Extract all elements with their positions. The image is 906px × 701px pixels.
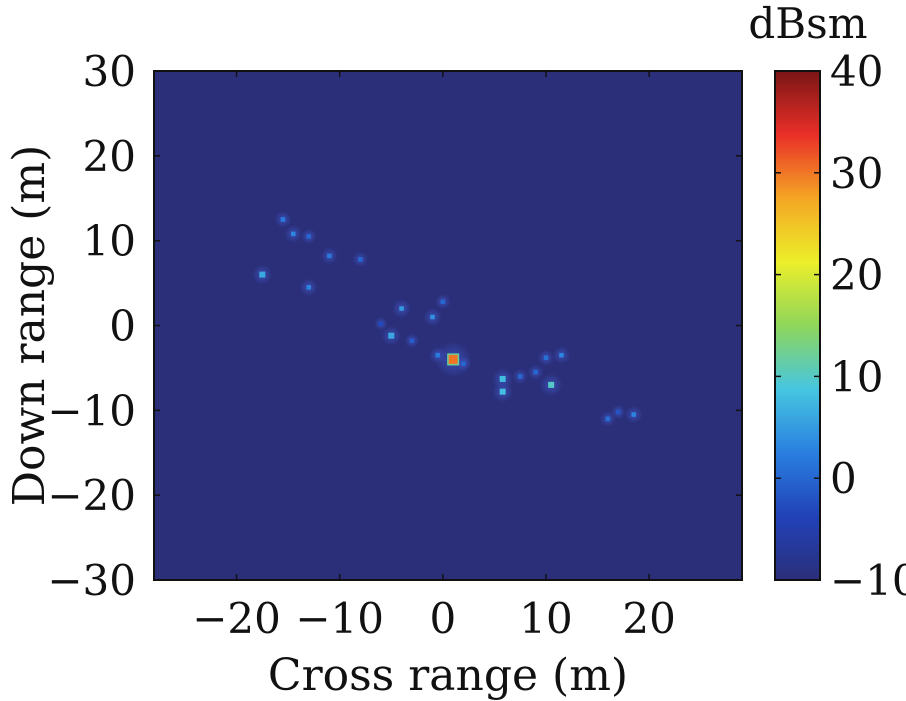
- y-tick-label: −10: [47, 386, 136, 435]
- y-tick-label: −30: [47, 556, 136, 605]
- scatterer-point: [499, 375, 506, 382]
- scatterer-point: [461, 361, 466, 366]
- y-tick-label: 20: [83, 132, 136, 181]
- scatterer-point: [409, 338, 415, 344]
- scatterer-point: [306, 285, 311, 290]
- colorbar-title: dBsm: [748, 0, 867, 48]
- x-axis: −20 −10 0 10 20: [192, 71, 676, 643]
- scatterer-point: [430, 314, 435, 320]
- scatterer-point: [327, 253, 332, 259]
- colorbar-tick-label: 40: [830, 47, 883, 96]
- scatterer-point: [615, 409, 621, 415]
- colorbar-tick-label: 30: [830, 149, 883, 198]
- y-tick-label: 10: [83, 217, 136, 266]
- scatterer-point: [440, 299, 446, 304]
- scatterer-point: [435, 352, 440, 358]
- scatterer-point: [499, 388, 506, 395]
- x-axis-label: Cross range (m): [268, 650, 628, 701]
- scatterer-point: [448, 354, 458, 364]
- colorbar-axis: −10 0 10 20 30 40: [775, 47, 906, 605]
- x-tick-label: −10: [295, 594, 384, 643]
- x-tick-label: 0: [429, 594, 456, 643]
- scatterer-point: [291, 231, 296, 237]
- scatterer-point: [358, 257, 363, 262]
- colorbar: [774, 70, 821, 581]
- scatterer-point: [388, 332, 395, 339]
- y-axis-label: Down range (m): [4, 145, 55, 507]
- scatterer-point: [399, 306, 404, 311]
- y-tick-label: 0: [109, 302, 136, 351]
- y-tick-label: 30: [83, 47, 136, 96]
- colorbar-tick-label: −10: [830, 556, 906, 605]
- y-tick-label: −20: [47, 471, 136, 520]
- colorbar-tick-label: 20: [830, 251, 883, 300]
- scatterer-point: [548, 381, 555, 388]
- scatterer-point: [306, 234, 311, 239]
- scatterer-point: [378, 321, 384, 327]
- colorbar-tick-label: 10: [830, 352, 883, 401]
- scatterer-point: [605, 416, 611, 422]
- scatterer-point: [631, 412, 636, 417]
- scatterer-point: [259, 271, 266, 278]
- scatterer-point: [559, 352, 564, 358]
- scatterer-point: [280, 217, 286, 222]
- x-tick-label: −20: [192, 594, 281, 643]
- scatterer-point: [533, 369, 538, 375]
- x-tick-label: 20: [622, 594, 675, 643]
- image-background: [154, 71, 742, 580]
- colorbar-tick-label: 0: [830, 454, 857, 503]
- y-axis: −30 −20 −10 0 10 20 30: [47, 47, 742, 605]
- scatterer-point: [543, 355, 549, 360]
- x-tick-label: 10: [519, 594, 572, 643]
- scatterer-point: [517, 374, 523, 379]
- scatterer-spots: [259, 217, 636, 422]
